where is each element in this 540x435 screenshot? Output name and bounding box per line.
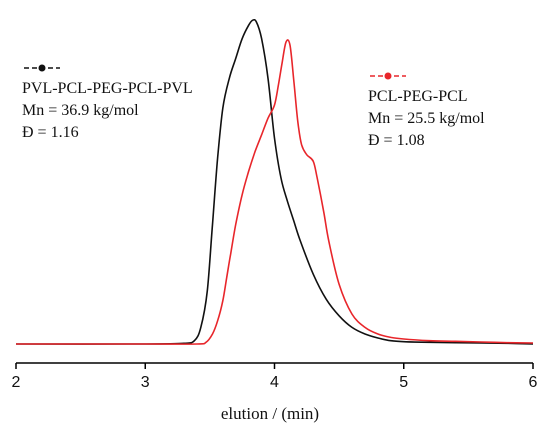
x-tick-label-4: 4 (270, 374, 279, 391)
legend-pcl-peg-pcl: PCL-PEG-PCL Mn = 25.5 kg/mol Đ = 1.08 (368, 70, 485, 152)
x-ticks: 2 3 4 5 6 (12, 363, 538, 391)
legend-label-red: PCL-PEG-PCL (368, 88, 468, 105)
x-axis-label: elution / (min) (220, 404, 320, 423)
legend-mn-red: Mn = 25.5 kg/mol (368, 110, 485, 127)
x-tick-label-2: 2 (12, 374, 21, 391)
legend-label-black: PVL-PCL-PEG-PCL-PVL (22, 80, 193, 97)
series-line-0 (15, 18, 534, 345)
legend-pvl-pcl-peg-pcl-pvl: PVL-PCL-PEG-PCL-PVL Mn = 36.9 kg/mol Đ =… (22, 62, 193, 144)
legend-swatch-red (370, 72, 406, 80)
legend-dispersity-red: Đ = 1.08 (368, 132, 425, 149)
legend-swatch-black (24, 64, 60, 72)
x-tick-label-6: 6 (529, 374, 538, 391)
curves-layer (15, 18, 534, 345)
series-line-1 (15, 39, 534, 345)
x-tick-label-3: 3 (141, 374, 150, 391)
x-tick-label-5: 5 (399, 374, 408, 391)
legend-mn-black: Mn = 36.9 kg/mol (22, 102, 139, 119)
legend-dispersity-black: Đ = 1.16 (22, 124, 79, 141)
